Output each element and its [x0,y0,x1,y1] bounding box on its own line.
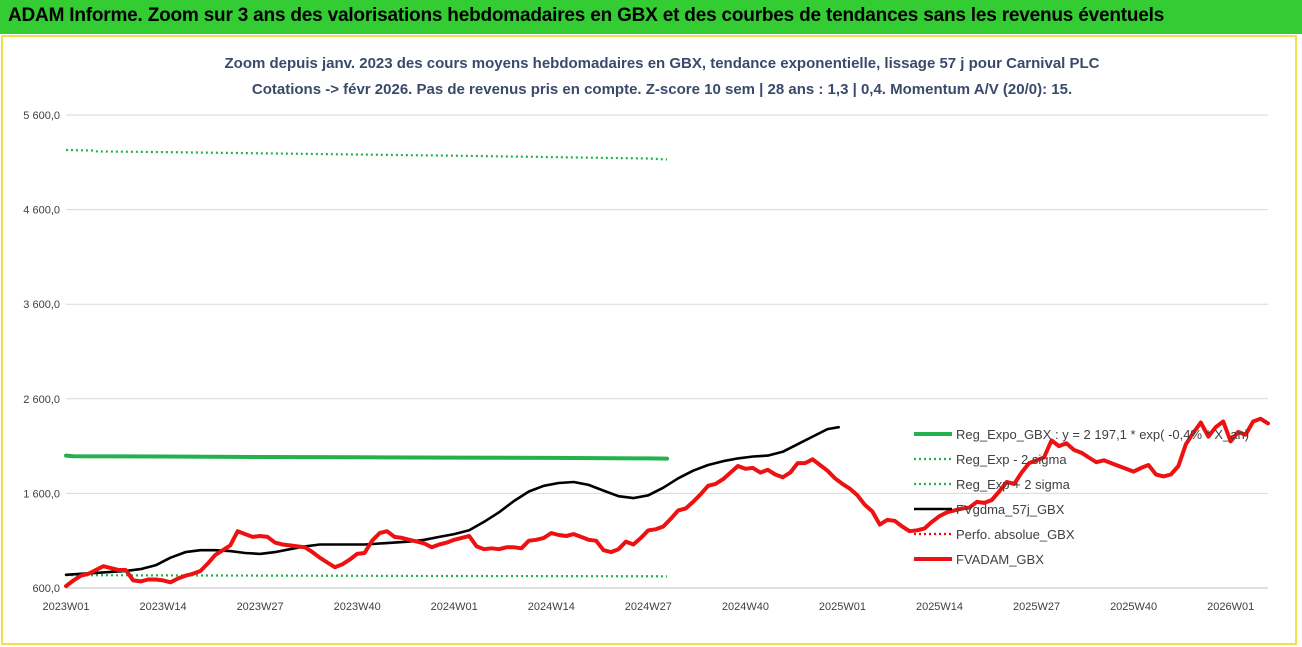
y-axis-tick-labels: 600,0 1 600,0 2 600,0 3 600,0 4 600,0 5 600,0 [23,110,60,595]
chart-titles: Zoom depuis janv. 2023 des cours moyens … [225,55,1100,98]
legend-label: Reg_Exp - 2 sigma [956,452,1067,467]
y-tick-label: 4 600,0 [23,205,60,217]
report-banner-title: ADAM Informe. Zoom sur 3 ans des valoris… [8,5,1165,26]
report-banner: ADAM Informe. Zoom sur 3 ans des valoris… [0,0,1302,34]
y-tick-label: 2 600,0 [23,394,60,406]
legend-label: Reg_Expo_GBX : y = 2 197,1 * exp( -0,4% … [956,427,1249,442]
y-tick-label: 600,0 [32,583,60,595]
y-tick-label: 3 600,0 [23,299,60,311]
x-tick-label: 2023W14 [140,601,187,613]
series-line-3 [64,425,841,577]
chart-title: Zoom depuis janv. 2023 des cours moyens … [225,55,1100,72]
chart-frame [1,35,1297,645]
chart-subtitle: Cotations -> févr 2026. Pas de revenus p… [252,81,1072,98]
x-tick-label: 2023W01 [42,601,89,613]
legend: Reg_Expo_GBX : y = 2 197,1 * exp( -0,4% … [914,427,1249,567]
series-line-1 [65,574,668,578]
legend-label: FVgdma_57j_GBX [956,502,1065,517]
gridlines [66,114,1268,589]
x-tick-label: 2025W40 [1110,601,1157,613]
legend-label: Perfo. absolue_GBX [956,527,1075,542]
x-tick-label: 2023W40 [334,601,381,613]
series-line-0 [64,453,669,461]
legend-label: Reg_Exp + 2 sigma [956,477,1071,492]
legend-label: FVADAM_GBX [956,552,1044,567]
x-tick-label: 2025W14 [916,601,963,613]
x-tick-label: 2023W27 [237,601,284,613]
series-lines [64,148,1270,589]
y-tick-label: 1 600,0 [23,488,60,500]
x-tick-label: 2024W40 [722,601,769,613]
series-line-5 [64,416,1270,589]
x-tick-label: 2025W27 [1013,601,1060,613]
x-tick-label: 2024W14 [528,601,575,613]
series-line-2 [65,148,668,161]
y-tick-label: 5 600,0 [23,110,60,122]
x-tick-label: 2026W01 [1207,601,1254,613]
x-axis-tick-labels: 2023W01 2023W14 2023W27 2023W40 2024W01 2024W… [42,601,1254,613]
x-tick-label: 2024W01 [431,601,478,613]
x-tick-label: 2025W01 [819,601,866,613]
x-tick-label: 2024W27 [625,601,672,613]
